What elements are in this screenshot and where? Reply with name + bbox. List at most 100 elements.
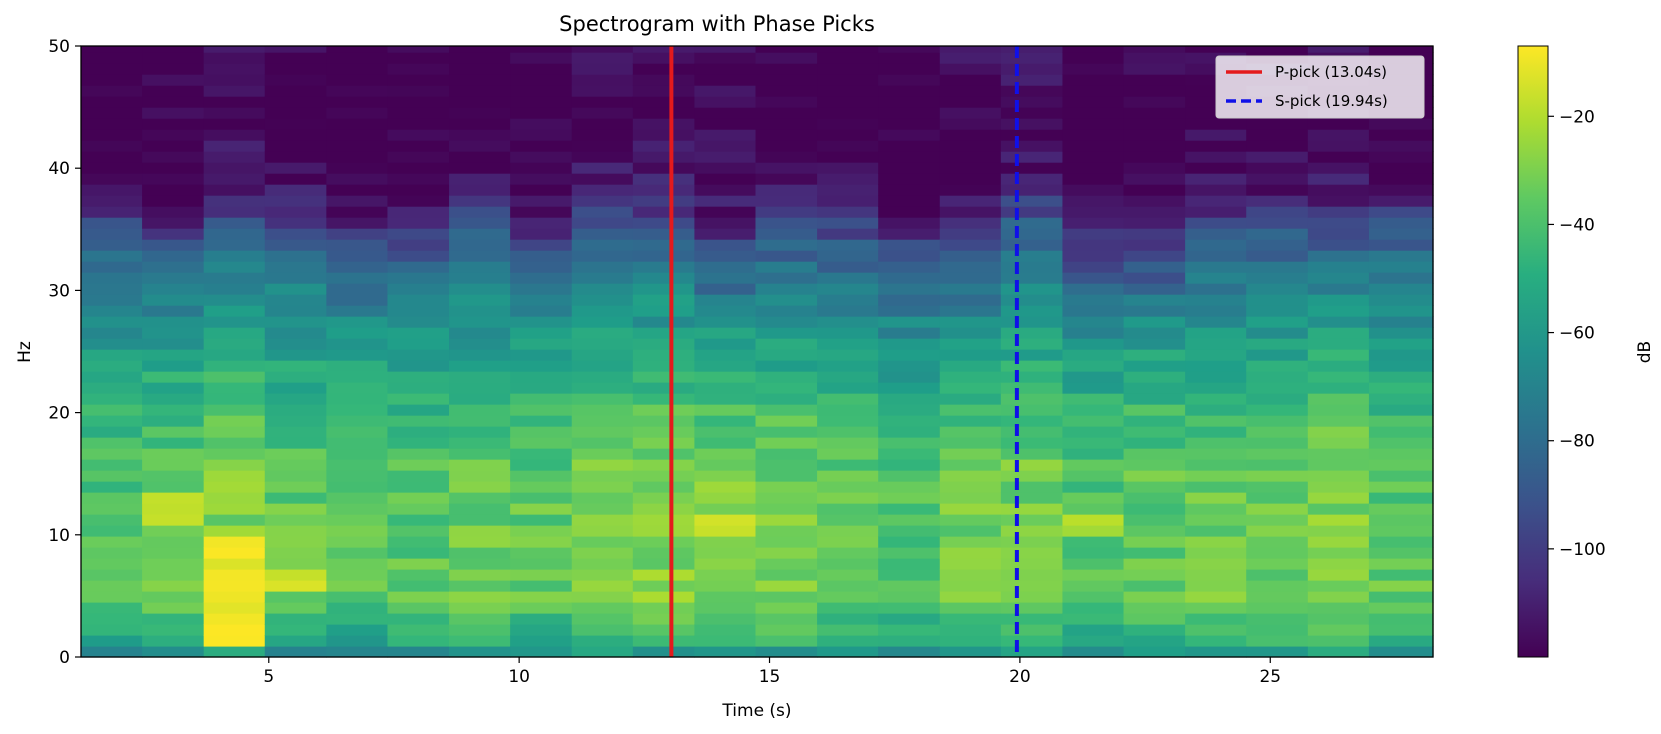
heatmap-cell — [1185, 261, 1247, 273]
heatmap-cell — [1062, 404, 1125, 416]
heatmap-cell — [939, 283, 1002, 295]
heatmap-cell — [632, 547, 696, 559]
heatmap-cell — [571, 217, 634, 229]
heatmap-cell — [1246, 327, 1309, 339]
heatmap-cell — [387, 371, 450, 383]
heatmap-cell — [510, 602, 573, 614]
heatmap-cell — [203, 74, 266, 86]
heatmap-cell — [1307, 448, 1370, 460]
heatmap-cell — [1062, 294, 1125, 306]
x-tick-label: 20 — [1009, 667, 1031, 687]
heatmap-cell — [264, 558, 327, 570]
heatmap-cell — [878, 448, 941, 460]
heatmap-cell — [755, 338, 818, 350]
heatmap-cell — [1307, 294, 1370, 306]
heatmap-cell — [510, 151, 573, 163]
heatmap-cell — [1246, 316, 1309, 328]
heatmap-cell — [387, 470, 450, 482]
heatmap-cell — [694, 558, 757, 570]
heatmap-cell — [755, 624, 818, 636]
heatmap-cell — [1062, 261, 1125, 273]
heatmap-cell — [387, 646, 450, 658]
heatmap-cell — [694, 46, 757, 53]
heatmap-cell — [264, 547, 327, 559]
heatmap-cell — [1000, 173, 1064, 185]
heatmap-cell — [878, 404, 941, 416]
heatmap-cell — [387, 107, 450, 119]
heatmap-cell — [1307, 580, 1370, 592]
heatmap-cell — [755, 316, 818, 328]
heatmap-cell — [203, 162, 266, 174]
heatmap-cell — [510, 569, 573, 581]
heatmap-cell — [1185, 46, 1247, 53]
heatmap-cell — [264, 338, 327, 350]
heatmap-cell — [1185, 316, 1247, 328]
heatmap-cell — [264, 591, 327, 603]
heatmap-cell — [81, 162, 143, 174]
heatmap-cell — [755, 525, 818, 537]
heatmap-cell — [81, 514, 143, 526]
heatmap-cell — [694, 85, 757, 97]
heatmap-cell — [1123, 371, 1186, 383]
heatmap-cell — [694, 613, 757, 625]
heatmap-cell — [510, 481, 573, 493]
heatmap-cell — [1307, 46, 1370, 53]
heatmap-cell — [694, 371, 757, 383]
heatmap-cell — [449, 217, 511, 229]
heatmap-cell — [755, 327, 818, 339]
heatmap-cell — [632, 415, 696, 427]
heatmap-cell — [326, 393, 389, 405]
heatmap-cell — [326, 426, 389, 438]
heatmap-cell — [632, 580, 696, 592]
heatmap-cell — [81, 470, 143, 482]
heatmap-cell — [449, 228, 511, 240]
heatmap-cell — [817, 470, 879, 482]
heatmap-cell — [326, 558, 389, 570]
heatmap-cell — [1062, 569, 1125, 581]
heatmap-cell — [1000, 646, 1064, 658]
heatmap-cell — [387, 360, 450, 372]
heatmap-cell — [878, 536, 941, 548]
heatmap-cell — [1123, 415, 1186, 427]
heatmap-cell — [81, 261, 143, 273]
heatmap-cell — [571, 393, 634, 405]
heatmap-cell — [1185, 382, 1247, 394]
heatmap-cell — [1185, 470, 1247, 482]
heatmap-cell — [1123, 228, 1186, 240]
heatmap-cell — [387, 569, 450, 581]
heatmap-cell — [1307, 547, 1370, 559]
legend-label-s-pick: S-pick (19.94s) — [1275, 92, 1388, 110]
heatmap-cell — [1368, 217, 1434, 229]
heatmap-cell — [694, 316, 757, 328]
heatmap-cell — [510, 525, 573, 537]
heatmap-cell — [1246, 184, 1309, 196]
heatmap-cell — [755, 393, 818, 405]
heatmap-cell — [878, 46, 941, 53]
heatmap-cell — [1185, 283, 1247, 295]
heatmap-cell — [878, 503, 941, 515]
heatmap-cell — [449, 96, 511, 108]
heatmap-cell — [264, 404, 327, 416]
heatmap-cell — [878, 305, 941, 317]
heatmap-cell — [632, 492, 696, 504]
heatmap-cell — [571, 591, 634, 603]
heatmap-cell — [510, 184, 573, 196]
heatmap-cell — [510, 272, 573, 284]
heatmap-cell — [203, 547, 266, 559]
heatmap-cell — [694, 580, 757, 592]
heatmap-cell — [878, 173, 941, 185]
heatmap-cell — [817, 46, 879, 53]
heatmap-cell — [1185, 327, 1247, 339]
heatmap-cell — [632, 250, 696, 262]
heatmap-cell — [203, 635, 266, 647]
heatmap-cell — [326, 360, 389, 372]
heatmap-cell — [1307, 569, 1370, 581]
heatmap-cell — [1000, 591, 1064, 603]
heatmap-cell — [326, 635, 389, 647]
heatmap-cell — [81, 327, 143, 339]
heatmap-cell — [1246, 371, 1309, 383]
heatmap-cell — [1062, 46, 1125, 53]
heatmap-cell — [326, 514, 389, 526]
heatmap-cell — [694, 217, 757, 229]
heatmap-cell — [694, 140, 757, 152]
